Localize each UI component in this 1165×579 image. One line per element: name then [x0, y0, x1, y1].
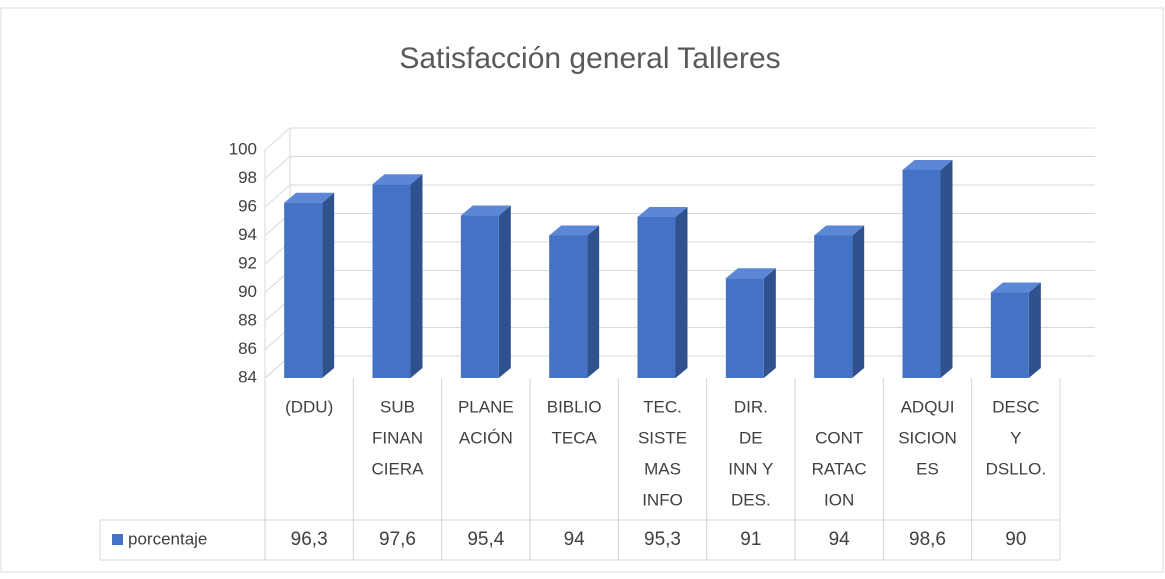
x-tick-label: ION — [824, 490, 854, 509]
data-label: 94 — [829, 529, 851, 550]
y-tick-label: 86 — [238, 339, 257, 358]
data-label: 94 — [564, 529, 586, 550]
grid-line — [264, 127, 291, 151]
x-tick-label: TEC. — [643, 397, 682, 416]
bar-side — [587, 225, 600, 378]
x-tick-label: SUB — [380, 397, 415, 416]
bar-side — [940, 159, 953, 378]
x-tick-label: RATAC — [812, 459, 867, 478]
x-tick-label: SICION — [898, 428, 957, 447]
data-label: 98,6 — [909, 529, 946, 550]
x-tick-label: ACIÓN — [459, 428, 513, 447]
y-tick-label: 94 — [238, 225, 257, 244]
x-tick-label: CIERA — [372, 459, 425, 478]
x-tick-label: DESC — [992, 397, 1039, 416]
data-label: 95,3 — [644, 529, 681, 550]
x-tick-label: TECA — [551, 428, 597, 447]
bar — [372, 184, 411, 378]
x-tick-label: DIR. — [734, 397, 768, 416]
x-tick-label: ADQUI — [901, 397, 955, 416]
x-tick-label: DSLLO. — [986, 459, 1046, 478]
x-tick-label: MAS — [644, 459, 681, 478]
bar-side — [852, 225, 865, 378]
bar-side — [322, 192, 335, 378]
x-tick-label: (DDU) — [285, 397, 333, 416]
y-tick-label: 88 — [238, 310, 257, 329]
y-tick-label: 92 — [238, 253, 257, 272]
bar-side — [1028, 282, 1041, 378]
data-label: 97,6 — [379, 529, 416, 550]
bar — [902, 169, 941, 378]
grid-line — [264, 184, 291, 208]
bar-top — [637, 206, 688, 217]
bar — [284, 202, 323, 378]
bar-top — [549, 225, 600, 236]
bar-top — [990, 282, 1041, 293]
bar — [637, 216, 676, 378]
bar-top — [814, 225, 865, 236]
legend-label: porcentaje — [128, 529, 207, 548]
y-tick-label: 90 — [238, 282, 257, 301]
x-tick-label: CONT — [815, 428, 863, 447]
bar — [549, 235, 588, 378]
x-tick-label: SISTE — [638, 428, 687, 447]
chart-title: Satisfacción general Talleres — [399, 42, 780, 75]
x-tick-label: DE — [739, 428, 763, 447]
bar — [460, 215, 499, 378]
x-tick-label: ES — [916, 459, 939, 478]
bar-side — [410, 174, 423, 378]
bar — [990, 292, 1029, 378]
y-tick-label: 100 — [229, 139, 257, 158]
data-label: 95,4 — [467, 529, 504, 550]
x-tick-label: DES. — [731, 490, 771, 509]
y-tick-label: 84 — [238, 367, 257, 386]
bar — [725, 278, 764, 378]
x-tick-label: FINAN — [372, 428, 423, 447]
x-tick-label: INN Y — [728, 459, 773, 478]
grid-line — [264, 156, 291, 179]
bar-top — [460, 205, 511, 216]
y-tick-label: 98 — [238, 168, 257, 187]
data-label: 91 — [740, 529, 761, 550]
x-tick-label: Y — [1010, 428, 1021, 447]
data-label: 90 — [1005, 529, 1026, 550]
bar-side — [498, 205, 511, 378]
x-tick-label: BIBLIO — [547, 397, 602, 416]
legend-swatch — [112, 534, 123, 545]
data-label: 96,3 — [291, 529, 328, 550]
bar-top — [725, 268, 776, 279]
bar-top — [372, 174, 423, 185]
bar — [814, 235, 853, 378]
x-tick-label: PLANE — [458, 397, 514, 416]
bar-top — [284, 192, 335, 203]
bar-side — [675, 206, 688, 378]
y-tick-label: 96 — [238, 196, 257, 215]
bar-top — [902, 159, 953, 170]
x-tick-label: INFO — [642, 490, 683, 509]
bar-side — [763, 268, 776, 378]
